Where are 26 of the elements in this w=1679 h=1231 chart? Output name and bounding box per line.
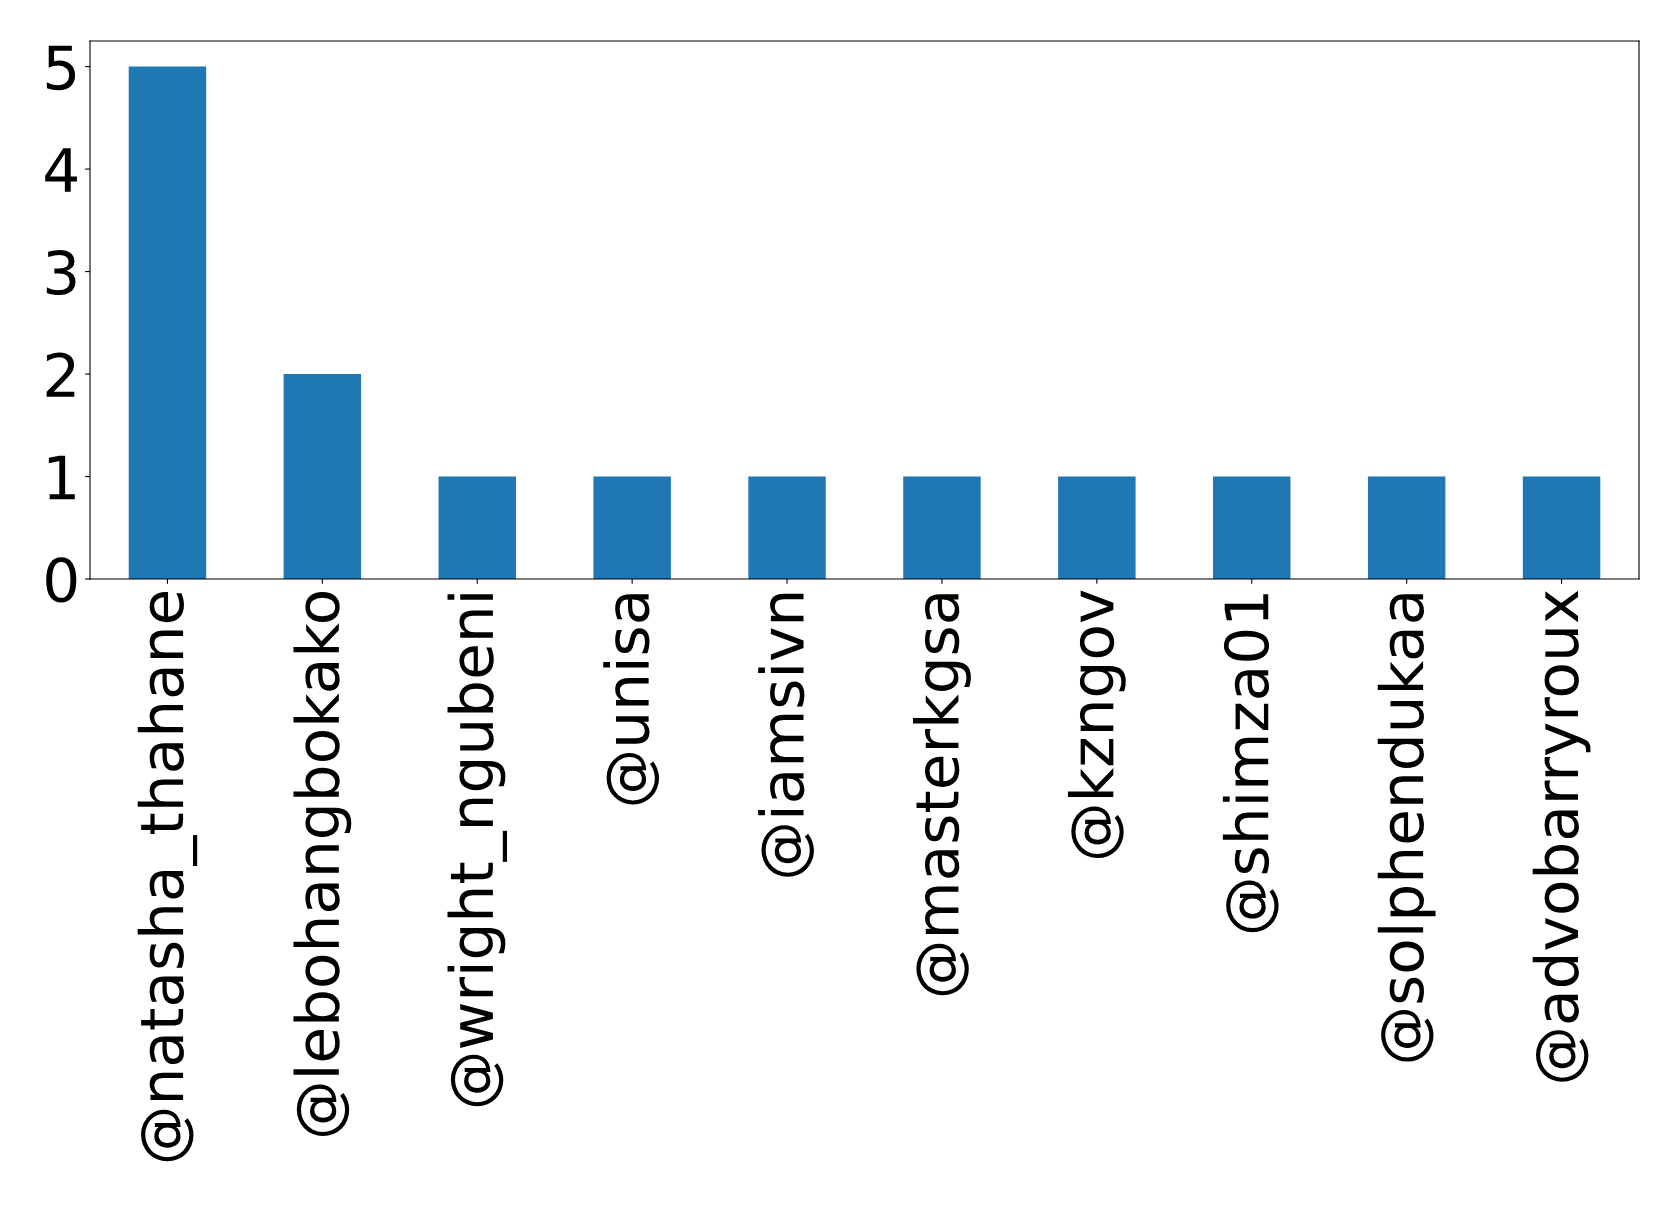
bar (128, 66, 207, 579)
x-tick-label: @wright_ngubeni (447, 594, 507, 1107)
x-tick-label: @shimza01 (1222, 594, 1279, 933)
y-tick-label: 5 (46, 45, 76, 91)
x-tick-label: @advobarryroux (1532, 590, 1591, 1082)
x-tick-label: @unisa (603, 594, 660, 805)
x-tick-label: @lebohangbokako (293, 592, 352, 1137)
x-tick-label: @masterkgsa (913, 594, 971, 996)
y-tick-label: 1 (48, 455, 75, 500)
x-tick-label: @natasha_thahane (137, 591, 198, 1162)
bar (748, 476, 826, 579)
y-tick-label: 3 (46, 249, 76, 296)
bar (903, 476, 981, 579)
bar (1213, 476, 1291, 579)
bar (1058, 476, 1136, 579)
bar (283, 374, 362, 579)
y-tick-label: 4 (45, 148, 77, 192)
x-tick-label: @iamsivn (758, 593, 814, 877)
y-tick-label: 2 (46, 352, 75, 397)
bar (593, 476, 671, 579)
y-tick-label: 0 (46, 557, 77, 603)
x-tick-label: @solphendukaa (1377, 594, 1436, 1062)
bar (438, 476, 516, 579)
bar (1367, 476, 1446, 579)
bar (1522, 476, 1601, 579)
x-tick-label: @kzngov (1067, 590, 1126, 859)
